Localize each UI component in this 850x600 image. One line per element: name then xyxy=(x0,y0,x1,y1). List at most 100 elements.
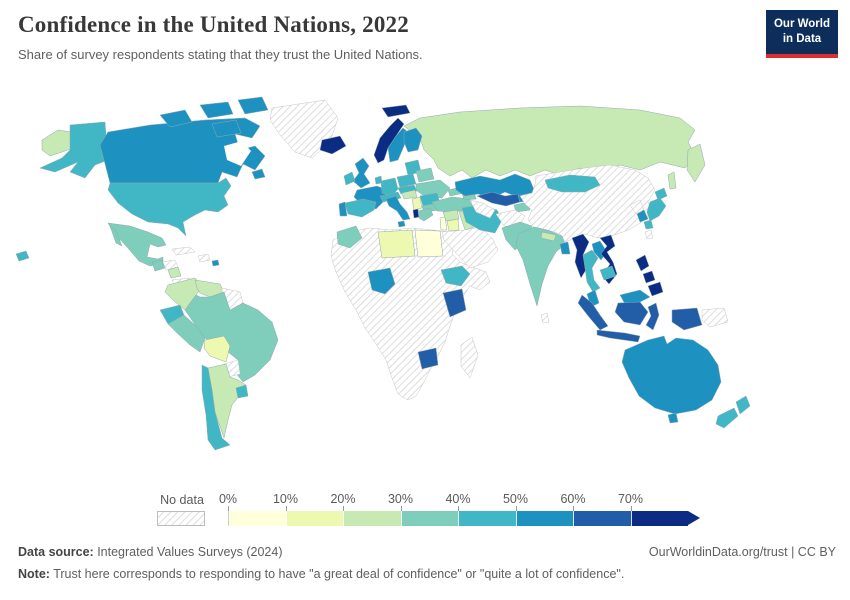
country-uruguay[interactable] xyxy=(235,384,249,399)
country-indonesia-kalimantan[interactable] xyxy=(614,301,649,326)
country-zimbabwe[interactable] xyxy=(417,347,439,370)
country-spain[interactable] xyxy=(344,198,377,218)
legend-bin-10-20%[interactable] xyxy=(285,511,343,526)
country-indonesia-papua[interactable] xyxy=(671,307,703,331)
country-cambodia[interactable] xyxy=(599,265,617,281)
country-svalbard[interactable] xyxy=(381,104,411,118)
chart-header: Confidence in the United Nations, 2022 S… xyxy=(18,12,700,62)
country-canada-newfoundland[interactable] xyxy=(251,168,266,180)
country-italy-sicily[interactable] xyxy=(397,220,406,228)
legend-arrow xyxy=(688,511,700,525)
country-lebanon-israel[interactable] xyxy=(439,216,448,231)
country-arabian-peninsula[interactable] xyxy=(441,226,499,269)
legend-tick-mark xyxy=(573,506,574,511)
country-russia-kamchatka[interactable] xyxy=(686,143,706,183)
country-mexico[interactable] xyxy=(107,222,167,267)
legend-tick-label: 30% xyxy=(387,492,414,506)
country-south-korea[interactable] xyxy=(636,209,649,223)
country-egypt[interactable] xyxy=(414,229,444,258)
country-morocco[interactable] xyxy=(336,225,363,249)
country-sri-lanka[interactable] xyxy=(540,312,550,324)
map-legend: No data 0% 10% 20% 30% 40% 50% 60% 70% xyxy=(155,492,715,534)
country-united-states[interactable] xyxy=(107,177,232,237)
legend-bin-70%+[interactable] xyxy=(630,511,688,526)
legend-color-ramp xyxy=(228,511,688,526)
country-thailand[interactable] xyxy=(582,249,601,293)
country-norway[interactable] xyxy=(373,117,405,164)
country-russia[interactable] xyxy=(403,105,696,179)
legend-bin-30-40%[interactable] xyxy=(400,511,458,526)
country-greece[interactable] xyxy=(417,207,434,222)
country-ukraine[interactable] xyxy=(415,179,451,199)
country-hungary[interactable] xyxy=(401,189,418,200)
country-taiwan[interactable] xyxy=(644,229,654,240)
country-new-zealand-north[interactable] xyxy=(735,395,751,415)
country-canada-island2[interactable] xyxy=(199,101,234,119)
owid-logo[interactable]: Our World in Data xyxy=(766,10,838,58)
country-italy[interactable] xyxy=(385,195,411,221)
country-portugal[interactable] xyxy=(338,201,348,217)
country-papua-new-guinea[interactable] xyxy=(701,307,729,328)
legend-tick-mark xyxy=(458,506,459,511)
country-ethiopia[interactable] xyxy=(440,265,471,287)
country-japan-kyushu[interactable] xyxy=(643,219,654,230)
legend-bin-40-50%[interactable] xyxy=(458,511,516,526)
country-nepal[interactable] xyxy=(540,231,557,242)
legend-bin-0-10%[interactable] xyxy=(228,511,286,526)
legend-tick-label: 40% xyxy=(445,492,471,506)
country-united-kingdom[interactable] xyxy=(352,157,371,189)
country-peru[interactable] xyxy=(167,314,206,353)
country-finland[interactable] xyxy=(403,127,423,153)
country-canada-island1[interactable] xyxy=(159,109,193,128)
country-japan-hokkaido[interactable] xyxy=(654,187,668,201)
country-albania[interactable] xyxy=(412,208,420,219)
country-canada-island4[interactable] xyxy=(211,119,242,138)
legend-bin-60-70%[interactable] xyxy=(573,511,631,526)
country-kenya[interactable] xyxy=(442,288,467,318)
note-label: Note: xyxy=(18,567,50,581)
country-mongolia[interactable] xyxy=(544,174,601,193)
country-mexico-baja[interactable] xyxy=(109,225,123,247)
legend-bin-20-30%[interactable] xyxy=(343,511,401,526)
country-turkmenistan[interactable] xyxy=(469,199,496,219)
country-new-zealand-south[interactable] xyxy=(715,407,739,429)
country-hawaii[interactable] xyxy=(15,250,30,262)
country-australia-tasmania[interactable] xyxy=(667,412,679,424)
country-philippines-visayas[interactable] xyxy=(642,270,656,284)
no-data-swatch[interactable] xyxy=(157,511,205,526)
legend-tick-label: 60% xyxy=(560,492,586,506)
legend-bin-50-60%[interactable] xyxy=(515,511,573,526)
page-subtitle: Share of survey respondents stating that… xyxy=(18,47,423,62)
country-malaysia-borneo[interactable] xyxy=(619,289,651,305)
country-russia-sakhalin[interactable] xyxy=(667,171,677,190)
country-bolivia[interactable] xyxy=(203,335,231,363)
country-philippines-luzon[interactable] xyxy=(635,254,650,272)
country-puerto-rico[interactable] xyxy=(211,259,220,267)
country-madagascar[interactable] xyxy=(460,336,479,379)
country-jordan[interactable] xyxy=(446,218,460,232)
country-ireland[interactable] xyxy=(343,171,356,186)
country-iceland[interactable] xyxy=(319,135,347,155)
country-japan-honshu[interactable] xyxy=(646,197,667,222)
country-libya[interactable] xyxy=(377,229,416,259)
credit-link[interactable]: OurWorldinData.org/trust | CC BY xyxy=(648,545,836,559)
country-indonesia-sumatra[interactable] xyxy=(577,294,609,331)
country-cuba[interactable] xyxy=(171,246,196,256)
country-belarus[interactable] xyxy=(415,167,435,183)
country-indonesia-java[interactable] xyxy=(596,329,641,343)
country-chile[interactable] xyxy=(201,364,231,451)
country-australia[interactable] xyxy=(621,335,722,415)
country-austria-switzerland[interactable] xyxy=(379,191,402,203)
country-greenland[interactable] xyxy=(269,99,339,159)
country-nicaragua[interactable] xyxy=(167,266,182,279)
country-nigeria[interactable] xyxy=(367,267,396,295)
country-philippines-mindanao[interactable] xyxy=(647,281,664,297)
country-indonesia-sulawesi[interactable] xyxy=(645,302,660,331)
country-canada-island3[interactable] xyxy=(237,96,269,115)
legend-tick-label: 50% xyxy=(502,492,529,506)
country-bangladesh[interactable] xyxy=(559,241,571,255)
country-serbia[interactable] xyxy=(411,196,423,211)
country-hispaniola[interactable] xyxy=(197,253,211,263)
country-india[interactable] xyxy=(515,226,566,307)
no-data-label: No data xyxy=(160,493,204,507)
